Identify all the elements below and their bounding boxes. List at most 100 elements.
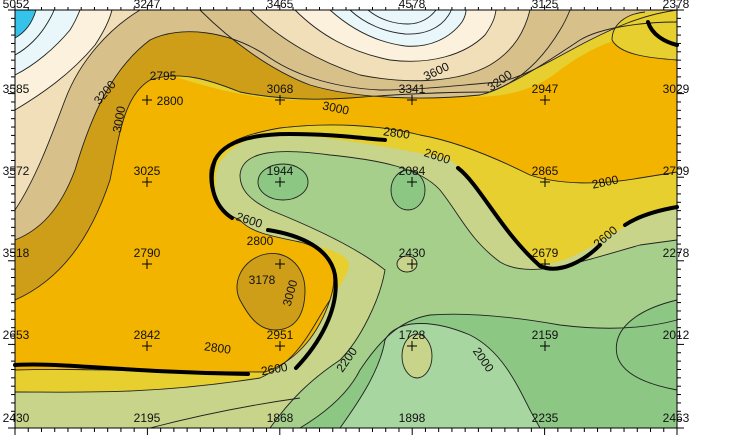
station-value: 2463 xyxy=(663,411,690,425)
contour-fill xyxy=(15,10,677,428)
contour-line xyxy=(149,397,301,429)
contour-label: 3000 xyxy=(110,105,128,134)
band-orange-west xyxy=(15,30,677,372)
station-value: 2278 xyxy=(663,246,690,260)
station-value: 3585 xyxy=(3,82,30,96)
station: 3068 xyxy=(267,82,294,105)
station: 3025 xyxy=(134,164,161,187)
station-value: 1944 xyxy=(267,164,294,178)
station-value: 2947 xyxy=(532,82,559,96)
contour-label: 2800 xyxy=(382,124,411,142)
station-value: 2790 xyxy=(134,246,161,260)
station: 5052 xyxy=(3,0,30,11)
station: 3518 xyxy=(3,246,30,260)
station: 2430 xyxy=(3,411,30,425)
station: 2842 xyxy=(134,328,161,351)
station: 1728 xyxy=(399,328,426,351)
station-value: 2084 xyxy=(399,164,426,178)
station-value: 2653 xyxy=(3,328,30,342)
station-value: 3029 xyxy=(663,82,690,96)
station: 2012 xyxy=(663,328,690,342)
contour-line xyxy=(294,9,497,62)
station: 2795 xyxy=(142,69,177,105)
depression-2084 xyxy=(391,170,425,210)
contour-label: 2600 xyxy=(260,360,289,378)
station: 3572 xyxy=(3,164,30,178)
station-value: 2795 xyxy=(150,69,177,83)
station-value: 1898 xyxy=(399,411,426,425)
contour-line xyxy=(299,313,678,429)
contour-line xyxy=(14,299,331,393)
station-value: 5052 xyxy=(3,0,30,11)
station-value: 2430 xyxy=(399,246,426,260)
station-value: 2842 xyxy=(134,328,161,342)
contour-line xyxy=(616,354,678,391)
contour-line xyxy=(14,9,141,211)
contour-line xyxy=(367,9,437,25)
contour-line xyxy=(611,39,678,61)
station-value: 2195 xyxy=(134,411,161,425)
bold-contour-line xyxy=(456,166,602,271)
bold-contour-line xyxy=(266,228,338,370)
band-dome-3178 xyxy=(236,253,305,330)
contour-label: 3000 xyxy=(321,98,350,117)
station: 2084 xyxy=(399,164,426,187)
station-value: 2430 xyxy=(3,411,30,425)
station: 1868 xyxy=(267,411,294,425)
station-value: 3341 xyxy=(399,82,426,96)
contour-line xyxy=(14,9,55,56)
station-value: 3025 xyxy=(134,164,161,178)
station-value: 2951 xyxy=(267,328,294,342)
bold-contour-line xyxy=(646,20,679,47)
contour-line xyxy=(14,9,37,39)
contour-line xyxy=(14,9,81,76)
station: 2947 xyxy=(532,82,559,105)
station: 2709 xyxy=(663,164,690,178)
contour-line xyxy=(14,21,678,301)
band-peak-nw xyxy=(15,10,36,38)
station-value: 3125 xyxy=(532,0,559,11)
contour-line xyxy=(236,253,306,331)
band-north-ice xyxy=(330,10,466,47)
station: 2790 xyxy=(134,246,161,269)
band-green-west xyxy=(616,300,677,390)
contour-line xyxy=(257,163,309,201)
station-value: 1868 xyxy=(267,411,294,425)
contour-line xyxy=(390,169,426,211)
contour-line xyxy=(249,9,531,82)
band-green-lake xyxy=(340,323,540,428)
station: 1944 xyxy=(267,164,294,187)
station: 2463 xyxy=(663,411,690,425)
contour-line xyxy=(14,9,113,111)
map-frame xyxy=(8,5,684,435)
contour-line xyxy=(615,299,678,356)
station-value: 3518 xyxy=(3,246,30,260)
contour-label: 2800 xyxy=(157,94,184,108)
bold-contour-line xyxy=(623,205,679,227)
mound-1728 xyxy=(402,334,432,378)
contour-label: 2800 xyxy=(591,172,620,191)
station: 3341 xyxy=(399,82,426,105)
station-value: 2709 xyxy=(663,164,690,178)
station-value: 1728 xyxy=(399,328,426,342)
station: 2653 xyxy=(3,328,30,342)
station: 2278 xyxy=(663,246,690,260)
station: 3585 xyxy=(3,82,30,96)
bold-contour-line xyxy=(209,131,387,220)
station: 1898 xyxy=(399,411,426,425)
contour-line xyxy=(401,333,433,379)
station: 2235 xyxy=(532,411,559,425)
station-value: 2865 xyxy=(532,164,559,178)
station-markers: 5052324734654578312523783585279530683341… xyxy=(3,0,690,425)
station-value: 3572 xyxy=(3,164,30,178)
contour-line xyxy=(611,11,646,41)
contour-label: 3000 xyxy=(280,278,301,308)
station: 2430 xyxy=(399,246,426,269)
station-value: 2159 xyxy=(532,328,559,342)
station: 2195 xyxy=(134,411,161,425)
contour-line xyxy=(329,9,467,47)
contour-line xyxy=(14,9,678,241)
station-value: 2679 xyxy=(532,246,559,260)
bold-contour-2600 xyxy=(13,20,679,376)
